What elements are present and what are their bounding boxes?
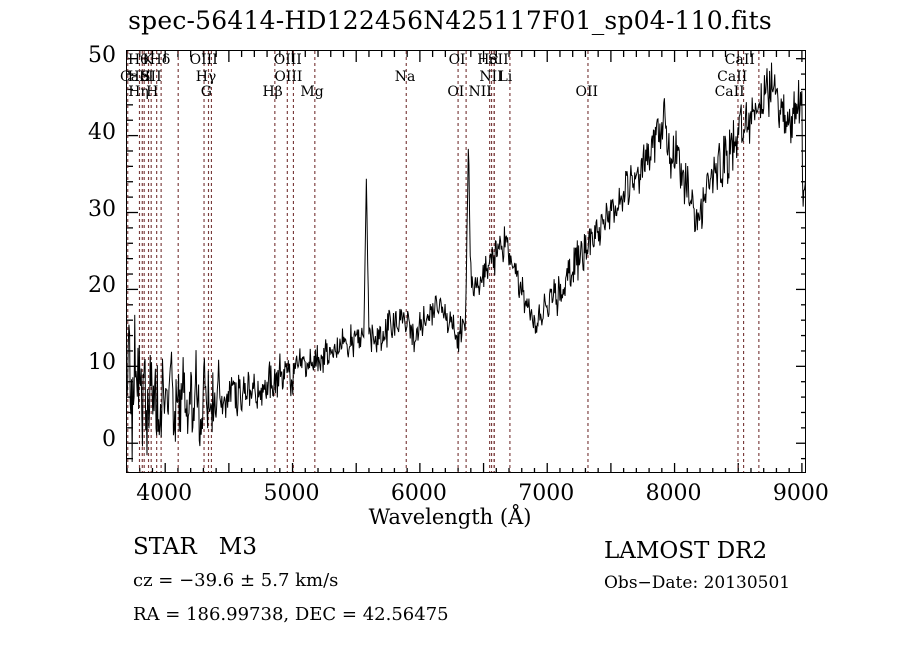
x-tick-label: 4000: [136, 481, 193, 506]
spectrum-trace-layer: [127, 62, 805, 462]
spectral-line-label: OI: [447, 84, 465, 100]
x-tick-label: 5000: [263, 481, 320, 506]
radial-velocity: cz = −39.6 ± 5.7 km/s: [133, 570, 339, 591]
x-tick-label: 8000: [645, 481, 702, 506]
spectral-line-label: G: [200, 84, 212, 100]
spectral-line-label: OIII: [273, 52, 302, 68]
object-class: STAR: [133, 534, 197, 560]
y-tick-label: 50: [88, 42, 116, 68]
x-tick-label: 9000: [772, 481, 829, 506]
observation-date: Obs−Date: 20130501: [604, 573, 791, 593]
spectral-line-label: CaII: [717, 69, 748, 85]
spectral-line-label: CaII: [120, 69, 151, 85]
spectral-line-label: Mg: [300, 84, 324, 100]
spectral-line-label: SII: [487, 52, 509, 68]
spectral-line-label: HeI: [127, 69, 154, 85]
spectral-line-label: K: [142, 52, 153, 68]
y-tick-label: 30: [88, 196, 116, 222]
spectral-line-label: Na: [394, 69, 416, 85]
spectral-line-label: SII: [140, 69, 162, 85]
spectral-line-label: Hη: [128, 84, 149, 100]
plot-area: [126, 50, 806, 473]
y-tick-label: 20: [88, 273, 116, 299]
spectral-line-label: OIII: [274, 69, 303, 85]
survey-name: LAMOST DR2: [604, 538, 768, 564]
spectral-line-label: OII: [575, 84, 599, 100]
coordinates: RA = 186.99738, DEC = 42.56475: [133, 604, 449, 625]
plot-canvas: [127, 51, 805, 472]
spectral-line-label: CaII: [724, 52, 755, 68]
y-tick-label: 10: [88, 350, 116, 376]
x-tick-label: 6000: [390, 481, 447, 506]
spectral-line-label: H: [146, 84, 159, 100]
spectral-line-label: OI: [448, 52, 466, 68]
spectral-line-label: Hθ: [127, 52, 149, 68]
spectral-line-label: Hβ: [262, 84, 283, 100]
spectral-line-label: CaII: [714, 84, 745, 100]
spectral-line-label: OIII: [189, 52, 218, 68]
page-title: spec-56414-HD122456N425117F01_sp04-110.f…: [128, 6, 772, 35]
spectral-line-label: Li: [498, 69, 513, 85]
spectral-line-label: Hα: [477, 52, 499, 68]
y-tick-label: 40: [88, 119, 116, 145]
spectral-line-label: Hδ: [149, 52, 171, 68]
x-tick-label: 7000: [518, 481, 575, 506]
x-axis-label: Wavelength (Å): [368, 505, 532, 529]
spectral-line-label: NII: [468, 84, 492, 100]
spectral-line-label: Hγ: [195, 69, 217, 85]
spectral-line-label: NII: [479, 69, 503, 85]
object-classification: STAR M3: [133, 534, 257, 560]
y-tick-label: 0: [102, 427, 116, 453]
spectral-type: M3: [218, 534, 257, 560]
